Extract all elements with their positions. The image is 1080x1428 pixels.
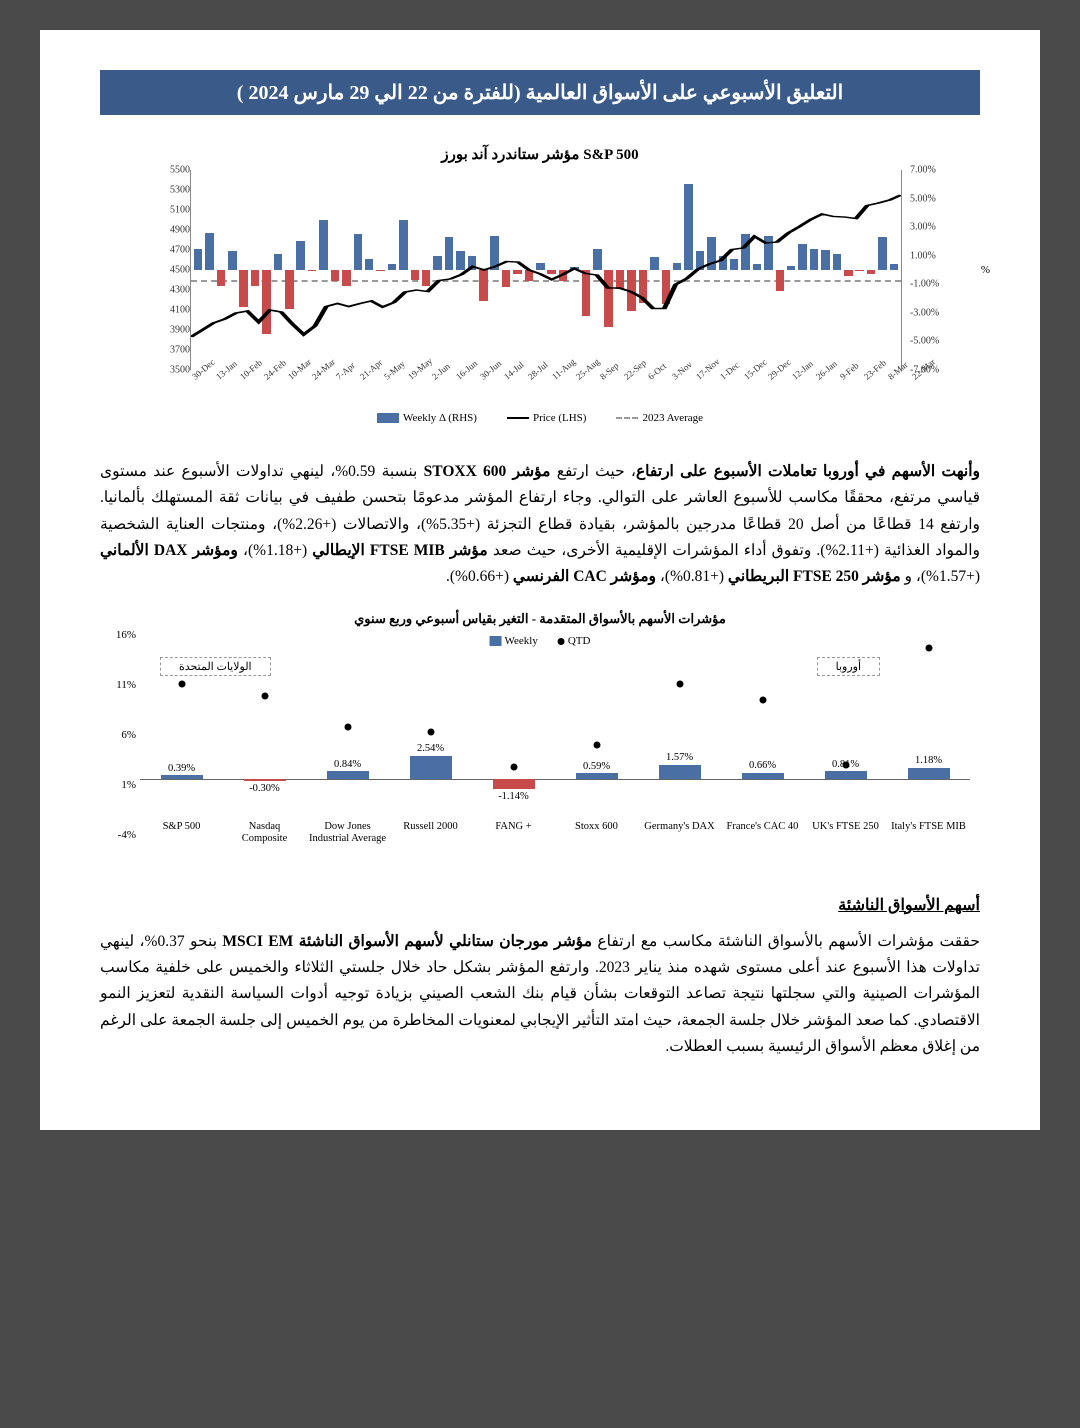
sp500-chart-area: 5500530051004900470045004300410039003700… xyxy=(150,170,950,370)
paragraph-em: حققت مؤشرات الأسهم بالأسواق الناشئة مكاس… xyxy=(100,929,980,1061)
dm-plot: 0.39%S&P 500-0.30%Nasdaq Composite0.84%D… xyxy=(140,635,970,815)
sp500-pct-axis-label: % xyxy=(981,264,990,276)
dm-chart: Weekly QTD الولايات المتحدة أوروبا 16%11… xyxy=(100,635,980,835)
sp500-price-line xyxy=(191,170,901,370)
dm-chart-title: مؤشرات الأسهم بالأسواق المتقدمة - التغير… xyxy=(100,611,980,627)
sp500-y-left: 5500530051004900470045004300410039003700… xyxy=(140,170,190,370)
header-bar: التعليق الأسبوعي على الأسواق العالمية (ل… xyxy=(100,70,980,115)
sp500-plot xyxy=(190,170,902,370)
sp500-chart: مؤشر ستاندرد آند بورز S&P 500 5500530051… xyxy=(100,145,980,424)
legend-weekly: Weekly Δ (RHS) xyxy=(377,412,477,424)
legend-avg: 2023 Average xyxy=(616,412,703,424)
sp500-chart-title: مؤشر ستاندرد آند بورز S&P 500 xyxy=(100,145,980,164)
sp500-x-axis: 30-Dec13-Jan10-Feb24-Feb10-Mar24-Mar7-Ap… xyxy=(190,374,910,384)
sp500-y-right: 7.00%5.00%3.00%1.00%-1.00%-3.00%-5.00%-7… xyxy=(910,170,960,370)
paragraph-europe: وأنهت الأسهم في أوروبا تعاملات الأسبوع ع… xyxy=(100,459,980,591)
document-page: التعليق الأسبوعي على الأسواق العالمية (ل… xyxy=(40,30,1040,1130)
sp500-legend: Weekly Δ (RHS) Price (LHS) 2023 Average xyxy=(100,412,980,424)
dm-chart-area: 16%11%6%1%-4% 0.39%S&P 500-0.30%Nasdaq C… xyxy=(140,635,970,835)
dm-y-axis: 16%11%6%1%-4% xyxy=(102,635,136,835)
section-em-header: أسهم الأسواق الناشئة xyxy=(100,895,980,915)
legend-price: Price (LHS) xyxy=(507,412,586,424)
